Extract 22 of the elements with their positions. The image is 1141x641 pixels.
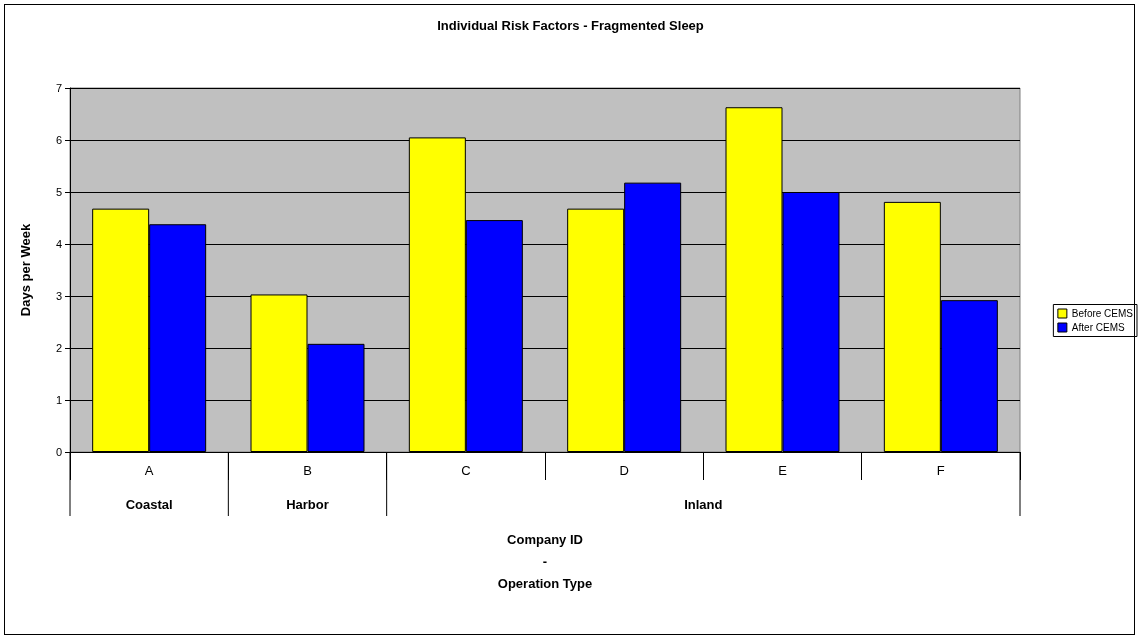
- y-axis-title: Days per Week: [18, 223, 33, 317]
- y-tick-label: 0: [55, 446, 62, 458]
- text: Inland: [684, 496, 723, 512]
- chart-title: Individual Risk Factors - Fragmented Sleep: [437, 18, 704, 33]
- y-tick-label: 3: [55, 290, 62, 302]
- y-tick-label: 4: [55, 238, 62, 250]
- y-tick-label: 6: [55, 134, 62, 146]
- x-tick-label: A: [144, 463, 154, 478]
- y-tick-label: 2: [55, 342, 62, 354]
- y-tick-label: 7: [55, 82, 62, 94]
- x-axis-title: Company ID - Operation Type: [497, 531, 593, 591]
- x-tick-label: B: [303, 463, 312, 478]
- y-tick-label: 1: [55, 394, 62, 406]
- text: Coastal: [125, 496, 173, 512]
- x-tick-label: C: [461, 463, 471, 478]
- legend-label: After CEMS: [1071, 322, 1125, 333]
- text: Harbor: [286, 496, 329, 512]
- y-tick-label: 5: [55, 186, 62, 198]
- x-tick-label: F: [936, 463, 945, 478]
- x-tick-label: E: [778, 463, 788, 478]
- legend-label: Before CEMS: [1071, 308, 1134, 319]
- x-tick-label: D: [619, 463, 629, 478]
